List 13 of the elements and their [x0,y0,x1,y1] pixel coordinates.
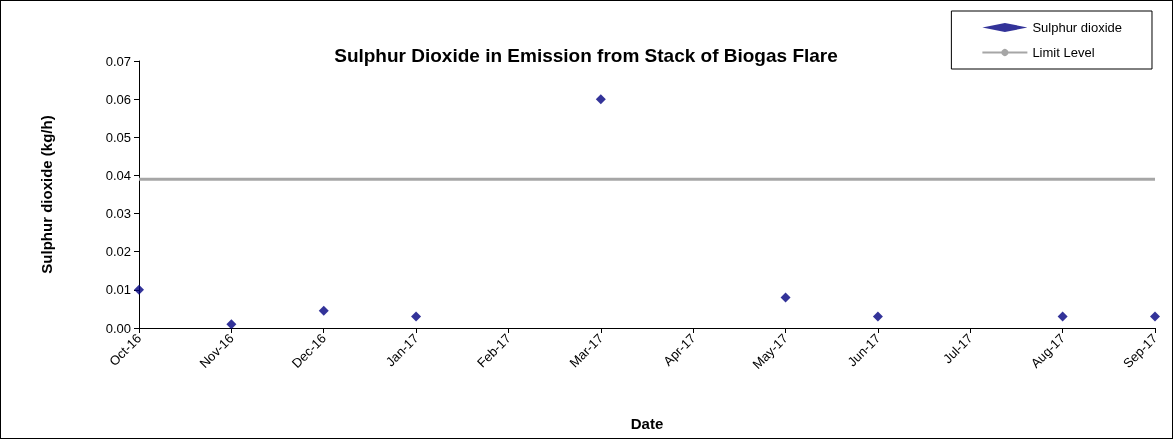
y-tick-label: 0.05 [105,129,131,145]
y-tick-label: 0.07 [105,53,131,69]
chart-title: Sulphur Dioxide in Emission from Stack of Biogas Flare [334,45,838,66]
y-tick-label: 0.00 [105,320,131,336]
legend-label: Limit Level [1032,45,1095,60]
y-tick-label: 0.02 [105,244,131,260]
y-tick-label: 0.03 [105,206,131,222]
y-tick-label: 0.04 [105,167,131,183]
y-tick-label: 0.06 [105,91,131,107]
legend-label: Sulphur dioxide [1032,20,1123,35]
y-axis-title: Sulphur dioxide (kg/h) [38,115,55,274]
y-tick-label: 0.01 [105,282,131,298]
x-axis-title: Date [630,415,664,432]
